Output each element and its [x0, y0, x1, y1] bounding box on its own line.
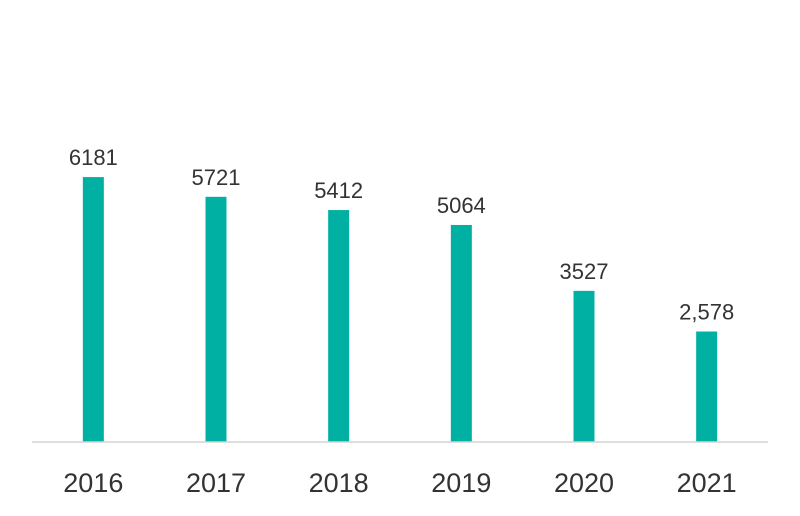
x-tick-label-2017: 2017: [186, 468, 246, 498]
bar-2019: [450, 224, 472, 442]
x-axis-tick-labels: 2016 2017 2018 2019 2020 2021: [63, 468, 736, 498]
data-label-2020: 3527: [560, 259, 609, 284]
data-labels: 6181 5721 5412 5064 3527 2,578: [69, 145, 734, 324]
x-tick-label-2020: 2020: [554, 468, 614, 498]
x-tick-label-2021: 2021: [677, 468, 737, 498]
bar-2018: [328, 210, 350, 442]
data-label-2021: 2,578: [679, 300, 734, 325]
data-label-2017: 5721: [192, 165, 241, 190]
data-label-2019: 5064: [437, 193, 486, 218]
x-tick-label-2016: 2016: [63, 468, 123, 498]
data-label-2018: 5412: [314, 178, 363, 203]
bar-2016: [82, 177, 104, 442]
x-tick-label-2019: 2019: [431, 468, 491, 498]
bar-series: [82, 177, 718, 442]
bar-2021: [696, 331, 718, 442]
x-tick-label-2018: 2018: [309, 468, 369, 498]
bar-2020: [573, 290, 595, 442]
data-label-2016: 6181: [69, 145, 118, 170]
bar-2017: [205, 196, 227, 442]
